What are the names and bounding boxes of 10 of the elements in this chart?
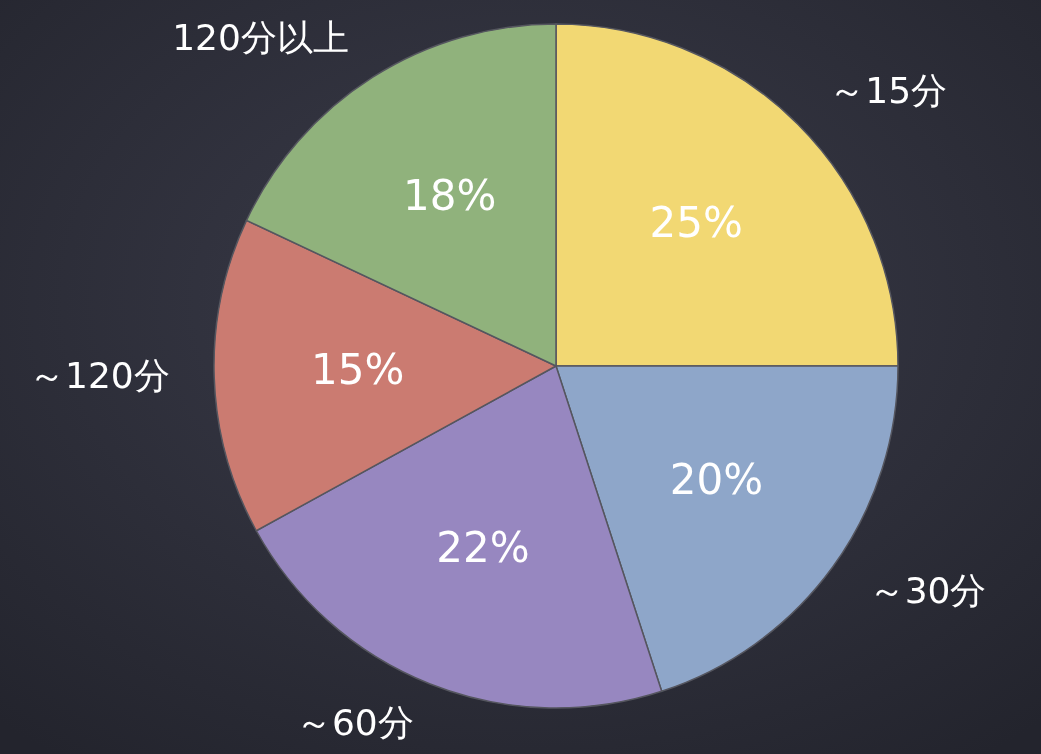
slice-label: ～15分 <box>829 69 948 111</box>
data-label: 18% <box>403 171 497 221</box>
slice-label: ～30分 <box>868 570 987 612</box>
data-label: 15% <box>311 344 405 394</box>
slice-label: ～120分 <box>29 355 170 397</box>
slice-label: ～60分 <box>295 702 414 744</box>
slice-label: 120分以上 <box>172 16 349 58</box>
data-label: 22% <box>436 522 530 572</box>
data-label: 20% <box>669 455 764 505</box>
data-label: 25% <box>649 198 743 248</box>
